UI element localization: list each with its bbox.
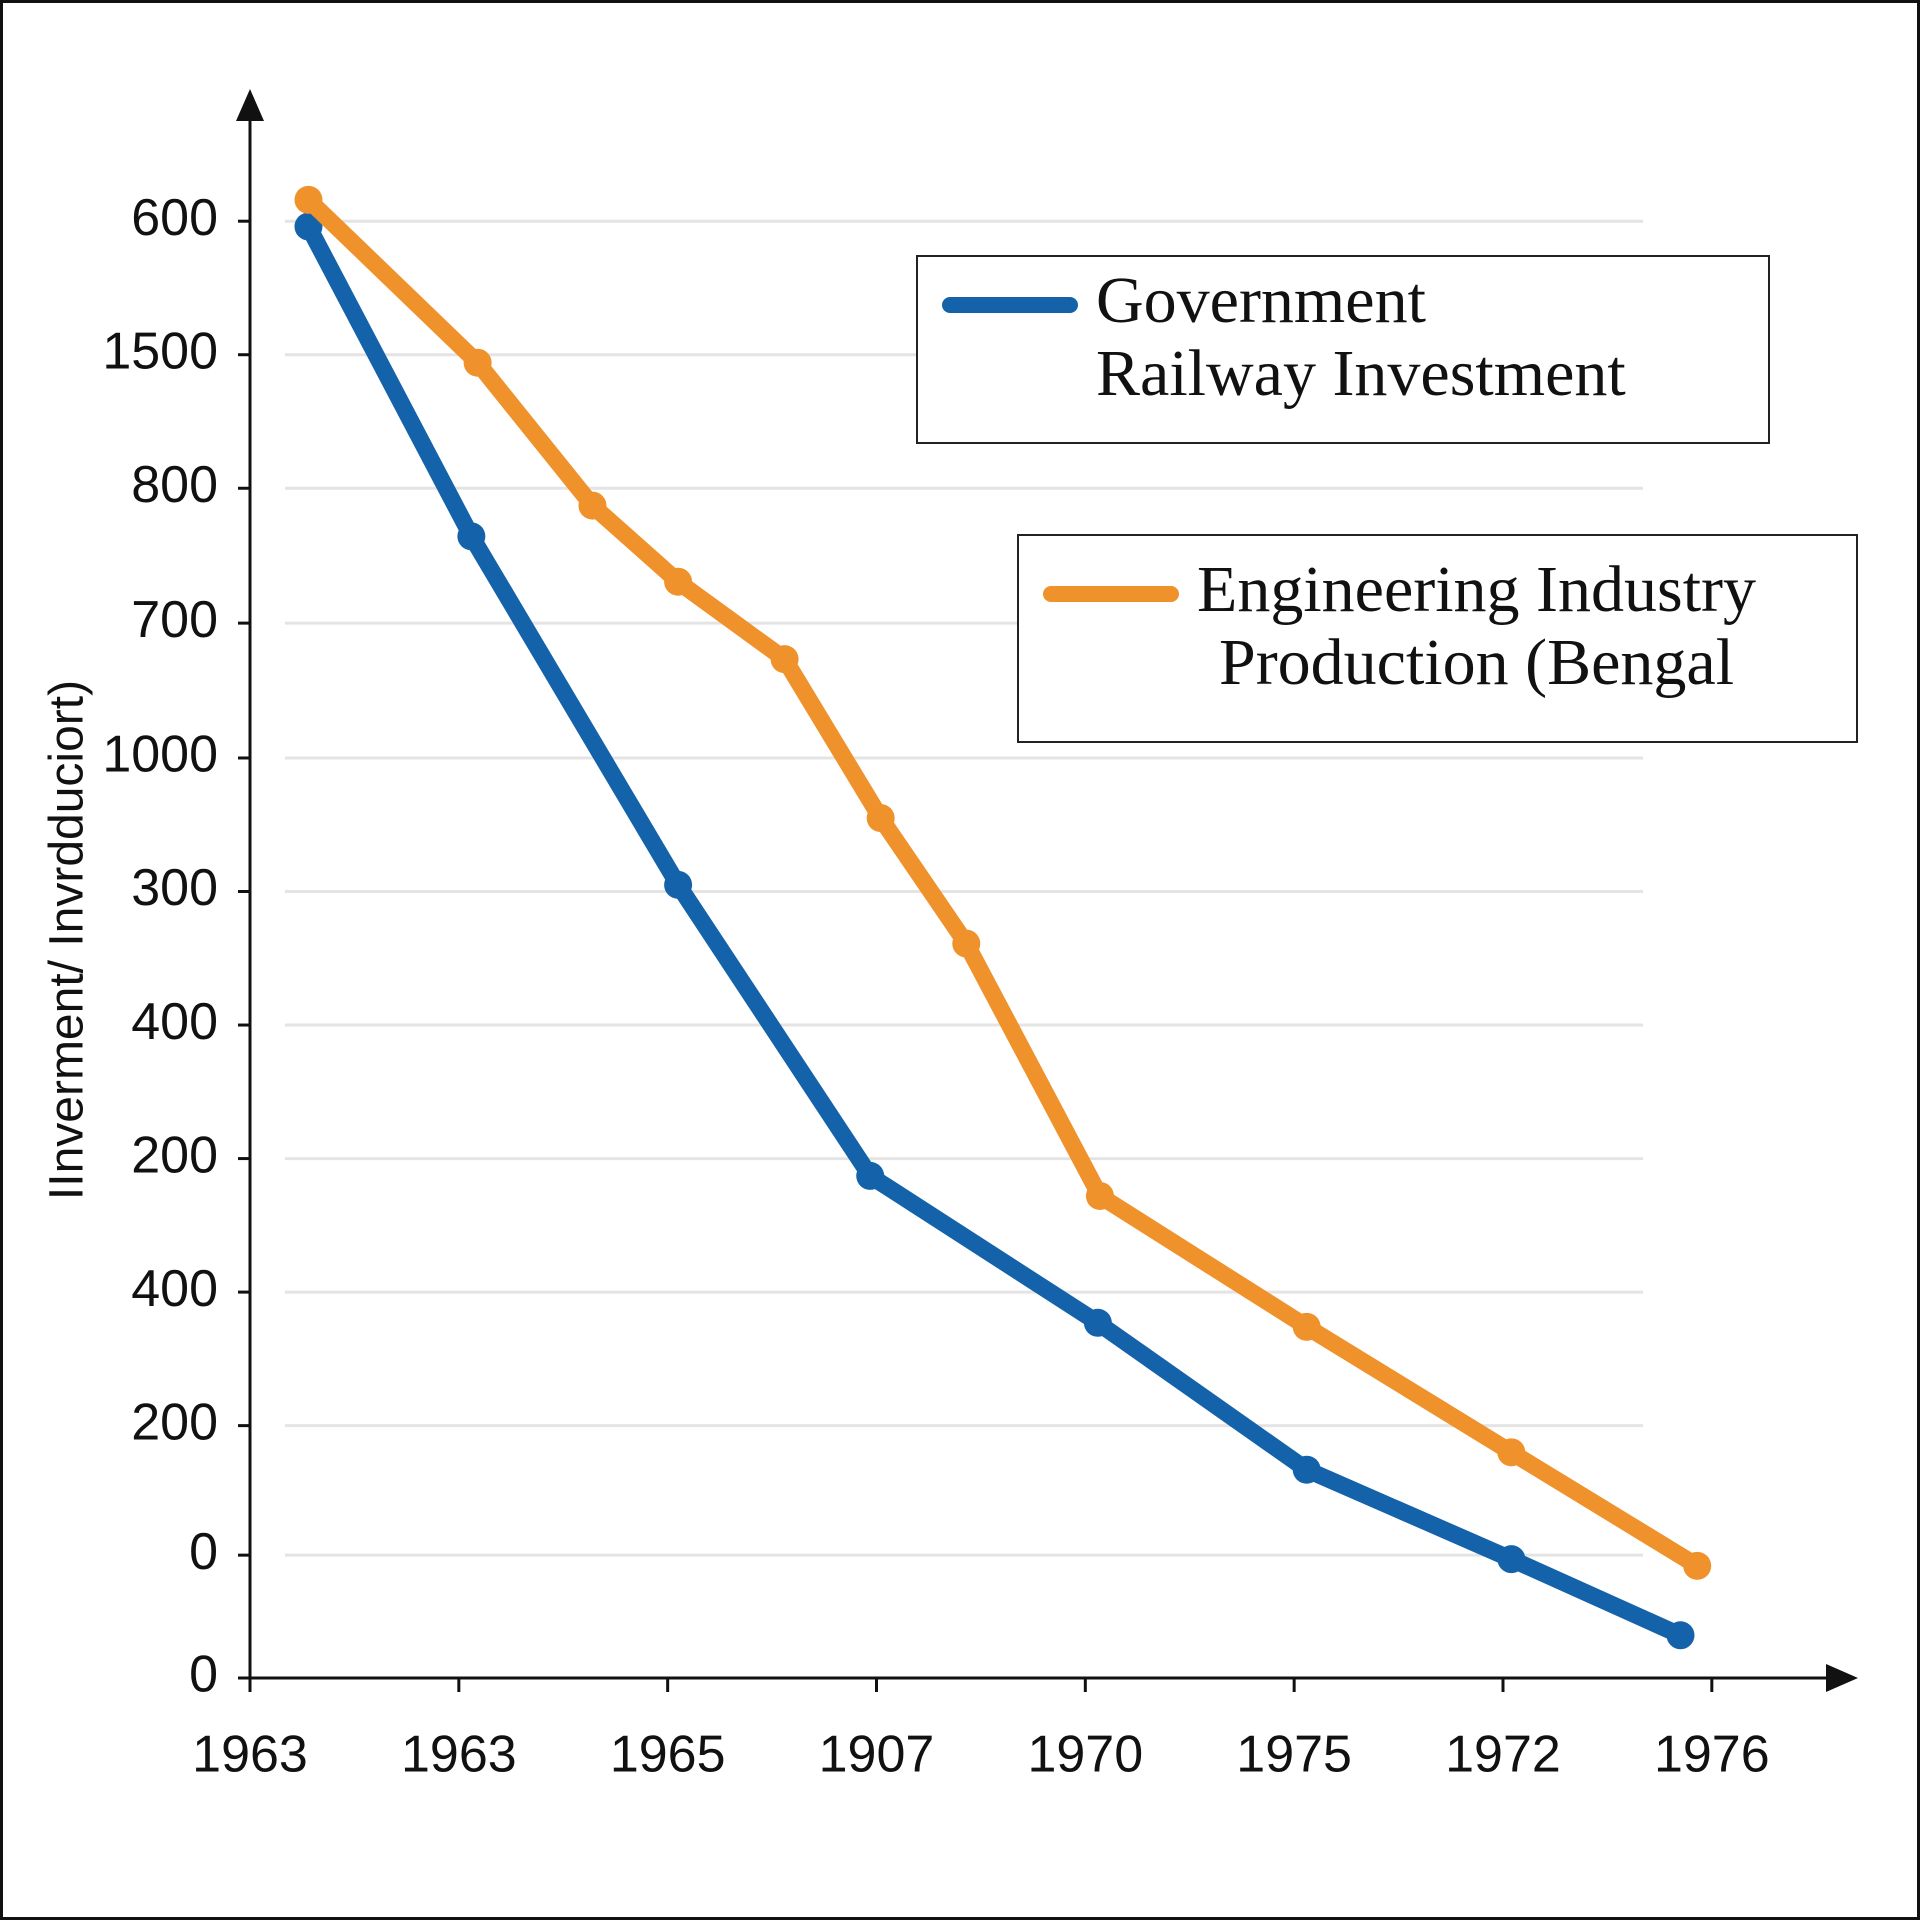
y-tick-label: 700 [131, 591, 218, 649]
point [952, 929, 981, 958]
y-tick-label: 800 [131, 456, 218, 514]
y-axis-label: IInverment/ Invrdduciort) [41, 680, 94, 1200]
point [1666, 1621, 1695, 1650]
point [1085, 1181, 1114, 1210]
point [294, 185, 323, 214]
y-tick-label: 1000 [102, 726, 218, 784]
point [770, 645, 799, 674]
x-tick-label: 1907 [819, 1726, 935, 1784]
y-tick-label: 300 [131, 859, 218, 917]
legend-box: Engineering Industry Production (Bengal [1017, 534, 1858, 743]
x-tick-label: 1972 [1445, 1726, 1561, 1784]
y-tick-label: 400 [131, 1260, 218, 1318]
point [664, 870, 693, 899]
point [1497, 1438, 1526, 1467]
point [1292, 1455, 1321, 1484]
chart: IInverment/ Invrdduciort) 0 0 200 400 200 400… [41, 89, 1858, 1784]
y-tick-label: 200 [131, 1126, 218, 1184]
y-tick-label: 0 [189, 1646, 218, 1704]
x-axis-arrow [1826, 1664, 1858, 1692]
point [578, 491, 607, 520]
point [294, 212, 323, 241]
point [866, 804, 895, 833]
y-tick-label: 1500 [102, 322, 218, 380]
x-tick-label: 1963 [192, 1726, 308, 1784]
x-tick-label: 1965 [610, 1726, 726, 1784]
x-tick-label: 1976 [1654, 1726, 1770, 1784]
series-line [300, 222, 1684, 1644]
x-tick-label: 1963 [401, 1726, 517, 1784]
y-tick-label: 600 [131, 189, 218, 247]
point [463, 348, 492, 377]
legend-swatch [942, 297, 1078, 313]
y-axis-arrow [236, 89, 264, 121]
point [856, 1161, 885, 1190]
legend-label: Engineering Industry Production (Bengal [1197, 553, 1757, 699]
point [1683, 1551, 1712, 1580]
point [1497, 1545, 1526, 1574]
point [1083, 1308, 1112, 1337]
point [1292, 1312, 1321, 1341]
point [664, 567, 693, 596]
y-tick-label: 200 [131, 1393, 218, 1451]
legend-label: Government Railway Investment [1096, 264, 1626, 410]
y-tick-label: 0 [189, 1523, 218, 1581]
x-tick-label: 1970 [1027, 1726, 1143, 1784]
point [457, 522, 486, 551]
legend-swatch [1043, 586, 1179, 602]
legend-box: Government Railway Investment [916, 255, 1770, 444]
x-tick-label: 1975 [1236, 1726, 1352, 1784]
y-tick-label: 400 [131, 993, 218, 1051]
